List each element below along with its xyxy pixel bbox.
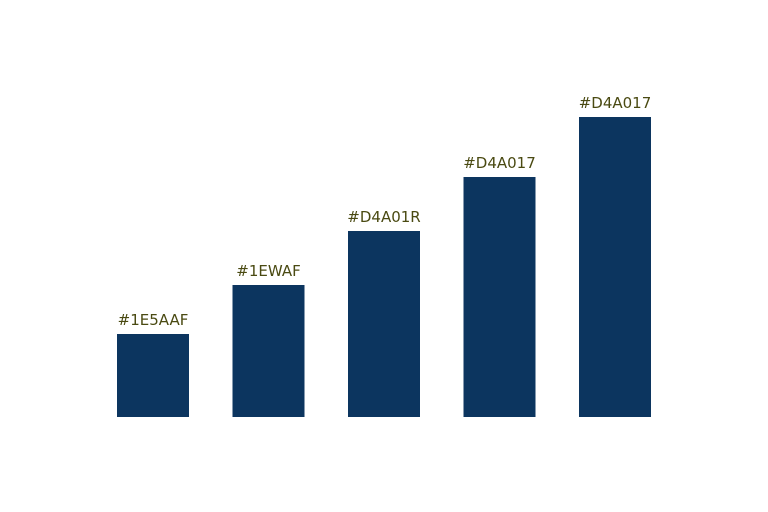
bar-label: #1E5AAF (118, 311, 189, 329)
bar-label: #D4A017 (579, 94, 652, 112)
bar-label: #D4A017 (463, 154, 536, 172)
bar (463, 177, 536, 417)
bar-label: #1EWAF (236, 262, 301, 280)
bar-label: #D4A01R (347, 208, 420, 226)
bar (579, 117, 651, 417)
bar (117, 334, 189, 417)
bar (232, 285, 305, 417)
bar (348, 231, 420, 417)
